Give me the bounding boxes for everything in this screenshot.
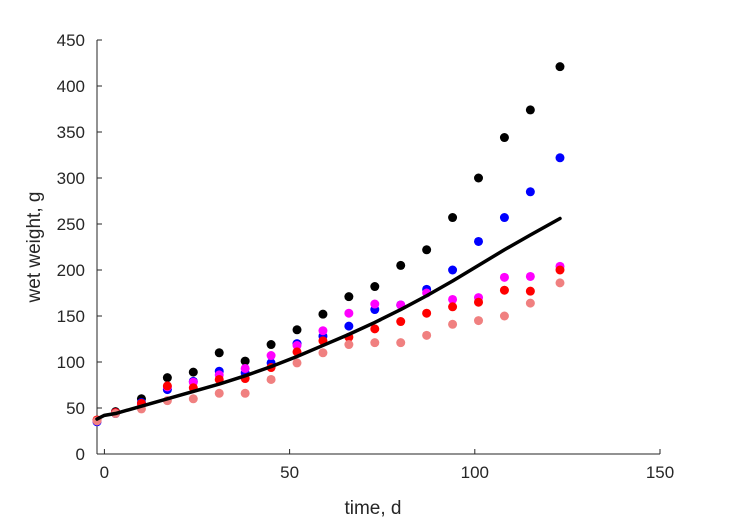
series-layer <box>92 62 565 427</box>
data-point <box>370 324 380 334</box>
data-point <box>422 330 432 340</box>
data-point <box>422 245 432 255</box>
y-tick-label: 350 <box>57 123 85 142</box>
data-point <box>292 325 302 335</box>
y-tick-label: 50 <box>66 399 85 418</box>
data-point <box>214 348 224 358</box>
y-tick-label: 150 <box>57 307 85 326</box>
x-tick-label: 50 <box>280 463 299 482</box>
data-point <box>525 271 535 281</box>
data-point <box>240 388 250 398</box>
data-point <box>499 285 509 295</box>
data-point <box>396 338 406 348</box>
x-tick-label: 0 <box>100 463 109 482</box>
y-axis-label: wet weight, g <box>24 192 45 304</box>
data-point <box>555 265 565 275</box>
data-point <box>240 363 250 373</box>
data-point <box>555 153 565 163</box>
data-point <box>525 105 535 115</box>
data-point <box>499 213 509 223</box>
data-point <box>396 317 406 327</box>
data-point <box>370 299 380 309</box>
data-point <box>448 302 458 312</box>
data-point <box>525 187 535 197</box>
data-point <box>162 381 172 391</box>
data-point <box>422 308 432 318</box>
y-tick-label: 400 <box>57 77 85 96</box>
data-point <box>474 236 484 246</box>
data-point <box>499 133 509 143</box>
data-point <box>555 278 565 288</box>
data-point <box>344 340 354 350</box>
data-point <box>266 374 276 384</box>
data-point <box>344 321 354 331</box>
data-point <box>344 308 354 318</box>
data-point <box>188 367 198 377</box>
data-point <box>292 358 302 368</box>
data-point <box>474 173 484 183</box>
data-point <box>292 340 302 350</box>
data-point <box>448 213 458 223</box>
data-point <box>370 282 380 292</box>
fit-curve <box>95 216 562 421</box>
data-point <box>370 338 380 348</box>
data-point <box>318 326 328 336</box>
data-point <box>448 265 458 275</box>
data-point <box>396 260 406 270</box>
data-point <box>499 311 509 321</box>
y-tick-label: 100 <box>57 353 85 372</box>
data-point <box>448 319 458 329</box>
data-point <box>474 297 484 307</box>
y-tick-label: 200 <box>57 261 85 280</box>
data-point <box>499 272 509 282</box>
data-point <box>555 62 565 72</box>
data-point <box>162 373 172 383</box>
data-point <box>474 316 484 326</box>
x-tick-label: 150 <box>646 463 674 482</box>
data-point <box>266 340 276 350</box>
x-tick-label: 100 <box>461 463 489 482</box>
y-tick-label: 250 <box>57 215 85 234</box>
x-axis-label: time, d <box>344 498 401 519</box>
data-point <box>318 348 328 358</box>
data-point <box>240 356 250 366</box>
data-point <box>266 351 276 361</box>
axes: 0 50 100 150 0 50 100 150 200 250 300 350 400 450 <box>57 31 675 482</box>
data-point <box>344 292 354 302</box>
data-point <box>448 294 458 304</box>
y-tick-label: 300 <box>57 169 85 188</box>
y-tick-label: 0 <box>76 445 85 464</box>
y-tick-label: 450 <box>57 31 85 50</box>
data-point <box>188 394 198 404</box>
data-point <box>214 388 224 398</box>
data-point <box>525 298 535 308</box>
data-point <box>318 309 328 319</box>
data-point <box>525 286 535 296</box>
